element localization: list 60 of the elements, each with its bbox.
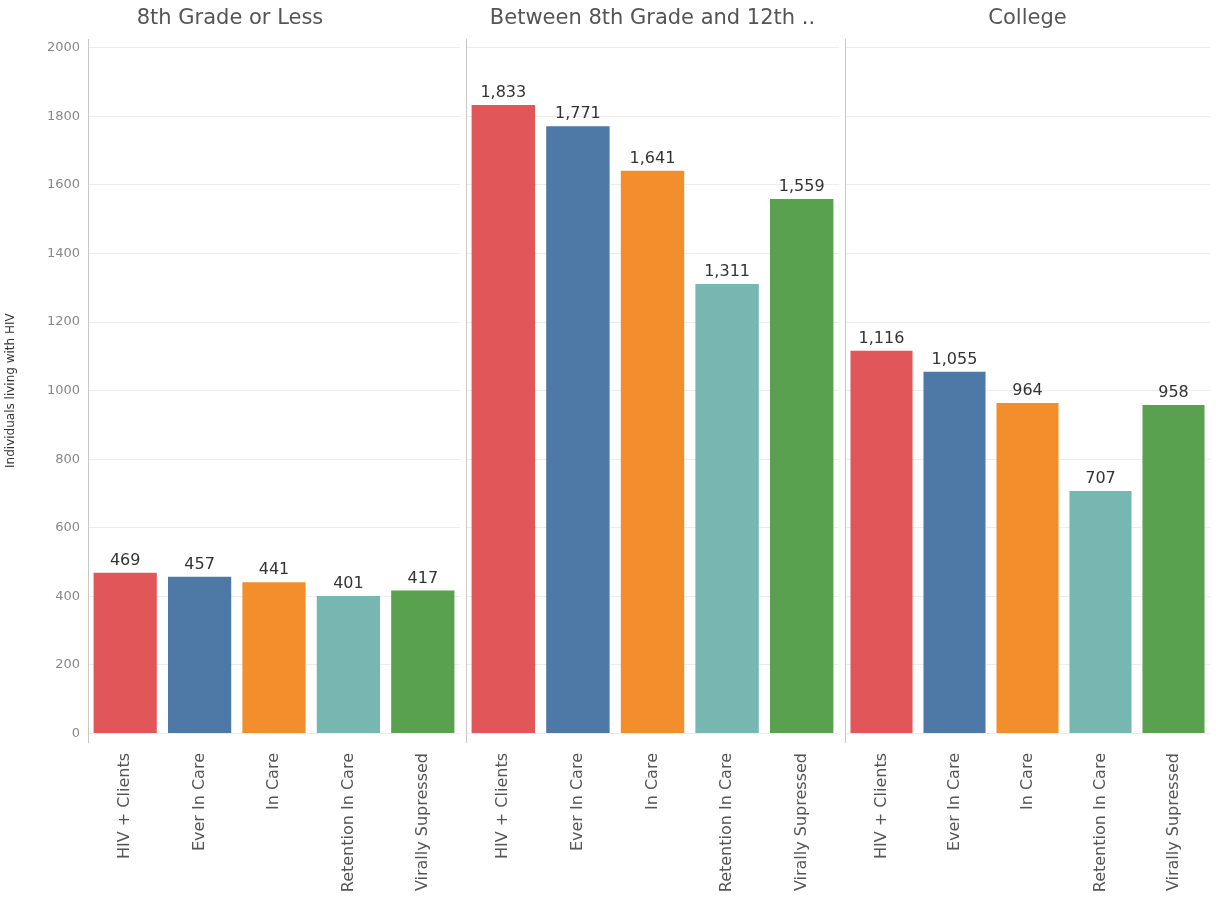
data-label: 1,641	[629, 148, 676, 167]
data-label: 1,559	[778, 176, 825, 196]
bar	[1069, 491, 1132, 733]
data-label: 958	[1158, 382, 1189, 402]
y-tick-label: 800	[55, 450, 80, 466]
bar	[770, 198, 834, 733]
data-label: 707	[1085, 468, 1116, 488]
chart-title: 8th Grade or Less	[136, 5, 324, 30]
data-label: 417	[407, 567, 439, 587]
x-tick-label: HIV + Clients	[114, 753, 134, 859]
bar	[316, 595, 381, 733]
bar	[695, 283, 759, 733]
y-tick-label: 200	[55, 656, 80, 672]
x-tick-label: In Care	[641, 753, 661, 810]
bar	[996, 402, 1059, 733]
data-label: 441	[258, 559, 290, 579]
x-tick-label: Virally Supressed	[1162, 753, 1182, 892]
x-tick-label: Ever In Care	[943, 753, 963, 852]
bar	[391, 590, 455, 733]
y-tick-label: 0	[71, 724, 80, 740]
y-tick-label: 1800	[46, 107, 80, 123]
x-tick-label: In Care	[1016, 753, 1036, 810]
y-tick-label: 600	[55, 519, 80, 535]
x-tick-label: HIV + Clients	[870, 753, 890, 859]
bar	[850, 350, 913, 733]
data-label: 1,311	[704, 261, 751, 281]
bar	[471, 105, 536, 733]
data-label: 1,116	[858, 327, 905, 347]
bar	[546, 126, 610, 733]
y-tick-label: 1200	[46, 313, 80, 329]
bar	[620, 170, 685, 733]
data-label: 457	[184, 553, 215, 573]
bar	[923, 371, 986, 733]
x-tick-label: Retention In Care	[716, 753, 736, 893]
data-label: 1,055	[931, 348, 978, 368]
x-tick-label: Retention In Care	[337, 753, 357, 893]
data-label: 401	[333, 573, 364, 593]
x-tick-label: Virally Supressed	[790, 753, 810, 892]
bar	[242, 582, 306, 733]
bar	[1142, 405, 1205, 733]
x-tick-label: Ever In Care	[188, 753, 208, 852]
y-tick-label: 1400	[46, 244, 80, 260]
chart-title: Between 8th Grade and 12th ..	[489, 5, 816, 30]
y-tick-label: 400	[55, 587, 80, 603]
bar	[167, 576, 232, 733]
x-tick-label: Ever In Care	[567, 753, 587, 852]
bar	[93, 572, 157, 733]
y-tick-label: 1000	[46, 381, 80, 397]
data-label: 469	[109, 549, 141, 569]
x-tick-label: In Care	[263, 753, 283, 810]
data-label: 964	[1012, 380, 1043, 400]
y-tick-label: 2000	[46, 39, 80, 55]
y-tick-label: 1600	[46, 176, 80, 192]
x-tick-label: Virally Supressed	[411, 753, 431, 892]
data-label: 1,771	[554, 103, 601, 123]
chart-title: College	[988, 5, 1067, 30]
y-axis-title: Individuals living with HIV	[3, 312, 18, 468]
x-tick-label: Retention In Care	[1089, 753, 1109, 893]
x-tick-label: HIV + Clients	[492, 753, 512, 859]
data-label: 1,833	[480, 82, 527, 102]
